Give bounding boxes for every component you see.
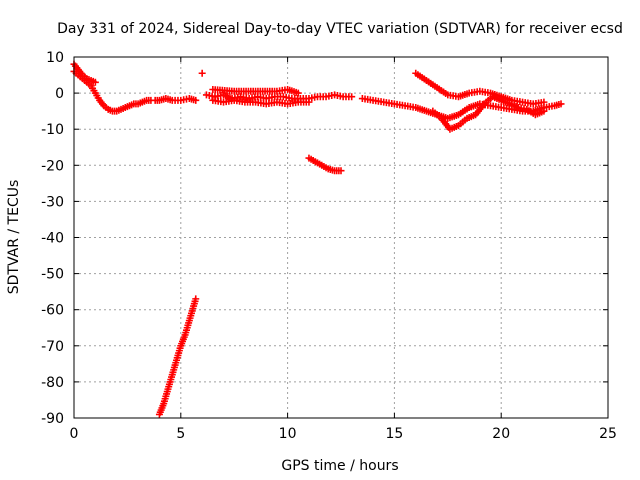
series-mid-band-upper [209, 85, 302, 97]
y-tick-label: 0 [55, 86, 64, 102]
series-dip-arc [305, 154, 345, 175]
x-tick-label: 5 [176, 426, 185, 442]
series-isolated [198, 69, 206, 77]
axis-ticks: 0 5 10 15 20 25 10 0 -10 -20 -30 -40 -50 -60 -70 -80 -90 [41, 50, 617, 442]
data-point [337, 167, 345, 175]
y-tick-label: -50 [41, 267, 64, 283]
y-tick-label: -80 [41, 375, 64, 391]
series-mid-band-lower [209, 96, 313, 108]
series-band-4-6 [151, 95, 200, 104]
y-tick-label: -70 [41, 339, 64, 355]
x-tick-label: 15 [385, 426, 403, 442]
y-tick-label: -10 [41, 122, 64, 138]
series-late-upper [412, 69, 548, 108]
x-tick-label: 0 [70, 426, 79, 442]
data-point [557, 100, 565, 108]
series-late-lower [429, 93, 548, 133]
data-point [192, 295, 200, 303]
x-tick-label: 20 [492, 426, 510, 442]
y-tick-label: -30 [41, 194, 64, 210]
x-axis-label: GPS time / hours [281, 458, 398, 474]
series-steep-line [155, 295, 200, 418]
y-tick-label: -20 [41, 158, 64, 174]
data-point [192, 96, 200, 104]
x-tick-label: 25 [599, 426, 617, 442]
data-point [540, 107, 548, 115]
series-mid-band [202, 91, 356, 103]
data-points [70, 60, 565, 418]
data-point [198, 69, 206, 77]
data-point [294, 89, 302, 97]
data-point [305, 98, 313, 106]
y-tick-label: 10 [46, 50, 64, 66]
y-tick-label: -40 [41, 231, 64, 247]
chart-title: Day 331 of 2024, Sidereal Day-to-day VTE… [57, 21, 623, 37]
series-late-band [358, 95, 565, 122]
y-tick-label: -60 [41, 303, 64, 319]
data-point [540, 98, 548, 106]
y-tick-label: -90 [41, 411, 64, 427]
x-tick-label: 10 [279, 426, 297, 442]
data-point [91, 78, 99, 86]
y-axis-label: SDTVAR / TECUs [6, 180, 22, 295]
data-point [348, 93, 356, 101]
